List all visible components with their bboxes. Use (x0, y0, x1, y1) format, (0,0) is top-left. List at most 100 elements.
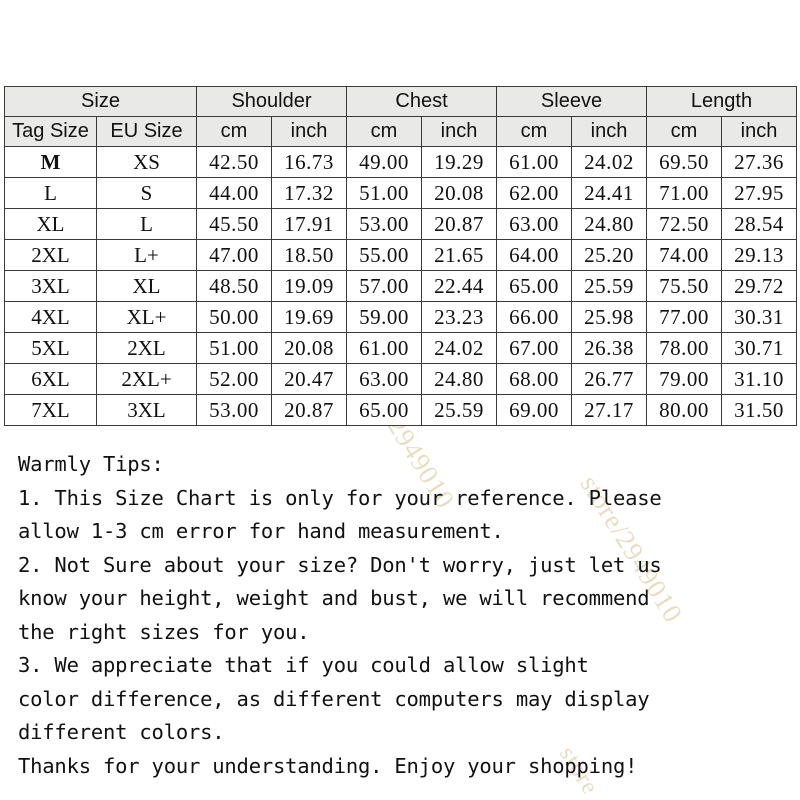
cell-length-inch: 30.71 (720, 332, 798, 364)
cell-length-cm: 72.50 (646, 208, 722, 240)
cell-shoulder-inch: 18.50 (271, 239, 347, 271)
cell-chest-cm: 57.00 (346, 270, 422, 302)
group-header-shoulder: Shoulder (196, 86, 347, 117)
cell-sleeve-inch: 24.02 (571, 146, 647, 178)
cell-chest-inch: 23.23 (421, 301, 497, 333)
cell-eu-size: L+ (96, 239, 197, 271)
sub-header-chest-cm: cm (346, 116, 422, 147)
cell-length-inch: 31.10 (720, 363, 798, 395)
cell-shoulder-inch: 19.09 (271, 270, 347, 302)
cell-tag-size: 6XL (4, 363, 97, 395)
group-header-row: Size Shoulder Chest Sleeve Length (4, 86, 798, 117)
cell-length-inch: 29.72 (720, 270, 798, 302)
table-row: L S 44.00 17.32 51.00 20.08 62.00 24.41 71.00 27.… (4, 177, 798, 209)
table-row: XL L 45.50 17.91 53.00 20.87 63.00 24.80 72.50 28… (4, 208, 798, 240)
cell-eu-size: L (96, 208, 197, 240)
cell-sleeve-cm: 65.00 (496, 270, 572, 302)
cell-length-cm: 78.00 (646, 332, 722, 364)
sub-header-sleeve-cm: cm (496, 116, 572, 147)
tips-line: 2. Not Sure about your size? Don't worry… (18, 552, 662, 577)
tips-line: 1. This Size Chart is only for your refe… (18, 485, 662, 510)
cell-tag-size: 2XL (4, 239, 97, 271)
cell-length-cm: 80.00 (646, 394, 722, 426)
cell-length-inch: 29.13 (720, 239, 798, 271)
cell-chest-inch: 25.59 (421, 394, 497, 426)
cell-length-inch: 27.95 (720, 177, 798, 209)
cell-length-cm: 71.00 (646, 177, 722, 209)
cell-chest-cm: 65.00 (346, 394, 422, 426)
cell-shoulder-inch: 17.32 (271, 177, 347, 209)
cell-sleeve-cm: 66.00 (496, 301, 572, 333)
cell-tag-size: 3XL (4, 270, 97, 302)
tips-line: 3. We appreciate that if you could allow… (18, 653, 589, 677)
size-chart-table: Size Shoulder Chest Sleeve Length Tag Si… (4, 86, 798, 426)
cell-sleeve-cm: 68.00 (496, 363, 572, 395)
sub-header-shoulder-cm: cm (196, 116, 272, 147)
sub-header-eu-size: EU Size (96, 116, 197, 147)
cell-eu-size: 2XL (96, 332, 197, 364)
cell-sleeve-inch: 24.80 (571, 208, 647, 240)
cell-shoulder-inch: 20.08 (271, 332, 347, 364)
cell-length-inch: 30.31 (720, 301, 798, 333)
sub-header-tag-size: Tag Size (4, 116, 97, 147)
cell-length-cm: 77.00 (646, 301, 722, 333)
cell-sleeve-cm: 63.00 (496, 208, 572, 240)
table-row: M XS 42.50 16.73 49.00 19.29 61.00 24.02 69.50 27… (4, 146, 798, 178)
cell-sleeve-inch: 25.59 (571, 270, 647, 302)
cell-eu-size: 3XL (96, 394, 197, 426)
cell-chest-inch: 24.02 (421, 332, 497, 364)
cell-sleeve-cm: 61.00 (496, 146, 572, 178)
cell-shoulder-inch: 20.87 (271, 394, 347, 426)
cell-tag-size: L (4, 177, 97, 209)
cell-length-cm: 74.00 (646, 239, 722, 271)
cell-sleeve-inch: 26.38 (571, 332, 647, 364)
group-header-chest: Chest (346, 86, 497, 117)
cell-shoulder-cm: 47.00 (196, 239, 272, 271)
sub-header-length-cm: cm (646, 116, 722, 147)
table-header: Size Shoulder Chest Sleeve Length Tag Si… (4, 86, 798, 147)
cell-chest-inch: 22.44 (421, 270, 497, 302)
group-header-size: Size (4, 86, 197, 117)
sub-header-sleeve-inch: inch (571, 116, 647, 147)
cell-shoulder-cm: 53.00 (196, 394, 272, 426)
cell-sleeve-inch: 25.20 (571, 239, 647, 271)
table-row: 5XL 2XL 51.00 20.08 61.00 24.02 67.00 26.38 78.0… (4, 332, 798, 364)
cell-eu-size: XL+ (96, 301, 197, 333)
cell-sleeve-cm: 64.00 (496, 239, 572, 271)
group-header-length: Length (645, 86, 798, 117)
cell-sleeve-inch: 25.98 (571, 301, 647, 333)
cell-tag-size: 7XL (4, 394, 97, 426)
sub-header-row: Tag Size EU Size cm inch cm inch cm inch… (4, 116, 798, 147)
cell-shoulder-inch: 17.91 (271, 208, 347, 240)
cell-eu-size: 2XL+ (96, 363, 197, 395)
sub-header-length-inch: inch (720, 116, 798, 147)
table-body: M XS 42.50 16.73 49.00 19.29 61.00 24.02 69.50 27… (4, 146, 798, 426)
cell-shoulder-cm: 42.50 (196, 146, 272, 178)
cell-tag-size: 5XL (4, 332, 97, 364)
cell-eu-size: S (96, 177, 197, 209)
cell-shoulder-inch: 16.73 (271, 146, 347, 178)
cell-tag-size: 4XL (4, 301, 97, 333)
tips-line: the right sizes for you. (18, 619, 310, 644)
tips-line: Thanks for your understanding. Enjoy you… (18, 753, 638, 778)
cell-chest-cm: 51.00 (346, 177, 422, 209)
cell-shoulder-inch: 19.69 (271, 301, 347, 333)
cell-shoulder-cm: 50.00 (196, 301, 272, 333)
cell-chest-inch: 20.87 (421, 208, 497, 240)
cell-chest-inch: 19.29 (421, 146, 497, 178)
cell-shoulder-cm: 51.00 (196, 332, 272, 364)
cell-shoulder-cm: 52.00 (196, 363, 272, 395)
warmly-tips-section: Warmly Tips: 1. This Size Chart is only … (18, 448, 788, 783)
group-header-sleeve: Sleeve (496, 86, 647, 117)
cell-shoulder-cm: 48.50 (196, 270, 272, 302)
cell-chest-inch: 21.65 (421, 239, 497, 271)
cell-chest-cm: 53.00 (346, 208, 422, 240)
cell-shoulder-cm: 45.50 (196, 208, 272, 240)
cell-sleeve-cm: 67.00 (496, 332, 572, 364)
cell-chest-cm: 61.00 (346, 332, 422, 364)
cell-eu-size: XS (96, 146, 197, 178)
cell-chest-cm: 55.00 (346, 239, 422, 271)
cell-chest-cm: 59.00 (346, 301, 422, 333)
cell-tag-size: XL (4, 208, 97, 240)
table-row: 6XL 2XL+ 52.00 20.47 63.00 24.80 68.00 26.77 79.… (4, 363, 798, 395)
